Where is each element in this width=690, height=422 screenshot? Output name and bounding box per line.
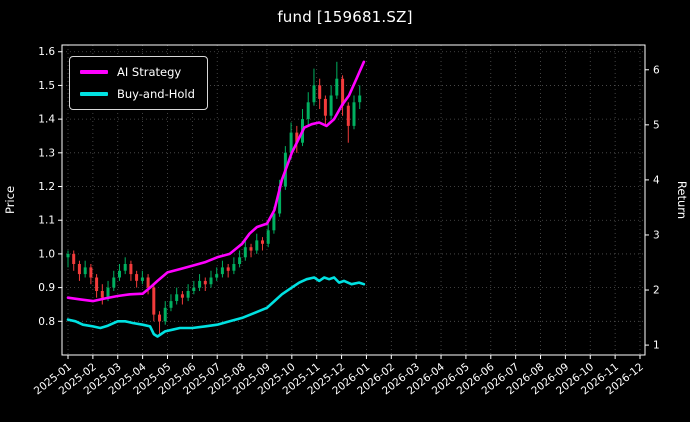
- legend-item: Buy-and-Hold: [80, 87, 195, 101]
- chart-title: fund [159681.SZ]: [277, 8, 413, 26]
- candlestick-series: [66, 61, 362, 335]
- price-tick-label: 1.6: [38, 46, 55, 58]
- price-tick-label: 0.9: [38, 282, 55, 294]
- price-axis-label: Price: [3, 186, 17, 214]
- plot-frame: [61, 44, 646, 356]
- legend-line-swatch: [80, 70, 108, 74]
- price-tick-label: 1.5: [38, 80, 55, 92]
- legend: AI Strategy Buy-and-Hold: [69, 56, 208, 110]
- legend-item: AI Strategy: [80, 65, 195, 79]
- price-tick-label: 1.3: [38, 147, 55, 159]
- legend-label: Buy-and-Hold: [117, 87, 195, 101]
- legend-label: AI Strategy: [117, 65, 182, 79]
- line-buy-and-hold: [66, 276, 366, 338]
- return-tick-label: 1: [653, 340, 660, 352]
- line-ai-strategy: [66, 60, 366, 303]
- price-tick-label: 1.2: [38, 181, 55, 193]
- price-tick-label: 0.8: [38, 316, 55, 328]
- return-tick-label: 4: [653, 174, 660, 186]
- price-tick-label: 1.0: [38, 248, 55, 260]
- return-tick-label: 3: [653, 229, 660, 241]
- price-tick-label: 1.4: [38, 114, 55, 126]
- return-axis-label: Return: [675, 181, 689, 219]
- return-tick-label: 2: [653, 285, 660, 297]
- return-tick-label: 5: [653, 119, 660, 131]
- return-tick-label: 6: [653, 64, 660, 76]
- price-tick-label: 1.1: [38, 215, 55, 227]
- legend-line-swatch: [80, 92, 108, 96]
